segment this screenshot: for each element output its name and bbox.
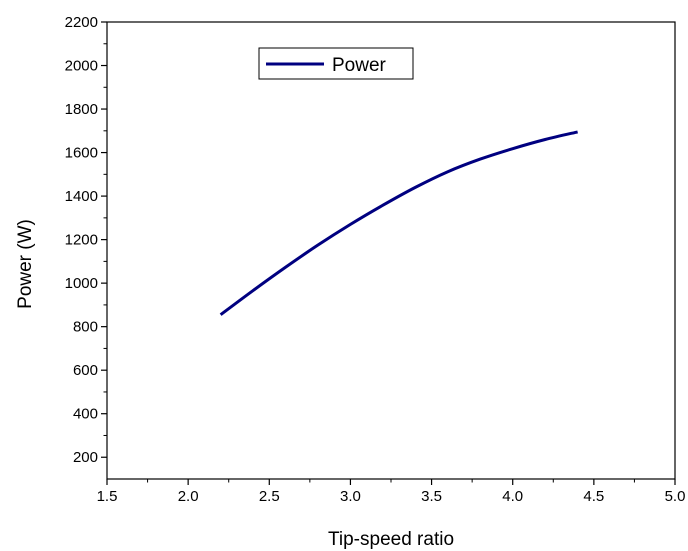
legend: Power [258, 47, 414, 80]
y-tick-label: 600 [73, 362, 98, 379]
x-axis: 1.5 2.0 2.5 3.0 3.5 4.0 4.5 5.0 [97, 479, 686, 505]
y-tick-label: 800 [73, 319, 98, 336]
y-tick-label: 200 [73, 449, 98, 466]
x-tick-label: 3.5 [421, 488, 442, 505]
x-tick-label: 4.0 [502, 488, 523, 505]
plot-frame [106, 21, 676, 480]
y-tick-label: 1800 [65, 101, 98, 118]
x-tick-label: 4.5 [583, 488, 604, 505]
x-axis-title: Tip-speed ratio [328, 529, 454, 550]
y-tick-label: 1000 [65, 275, 98, 292]
x-tick-label: 3.0 [340, 488, 361, 505]
y-tick-label: 1400 [65, 188, 98, 205]
y-axis: 200 400 600 800 1000 1200 1400 1600 1800 2000 2200 [65, 14, 107, 466]
legend-label-power: Power [332, 55, 387, 76]
y-tick-label: 1200 [65, 232, 98, 249]
y-tick-label: 1600 [65, 145, 98, 162]
y-tick-label: 400 [73, 406, 98, 423]
x-tick-label: 2.0 [178, 488, 199, 505]
x-tick-label: 2.5 [259, 488, 280, 505]
series-line-power [219, 130, 578, 316]
x-tick-label: 5.0 [665, 488, 686, 505]
y-axis-title: Power (W) [15, 219, 36, 309]
x-tick-label: 1.5 [97, 488, 118, 505]
y-tick-label: 2200 [65, 14, 98, 31]
y-tick-label: 2000 [65, 58, 98, 75]
series-layer [219, 130, 578, 316]
